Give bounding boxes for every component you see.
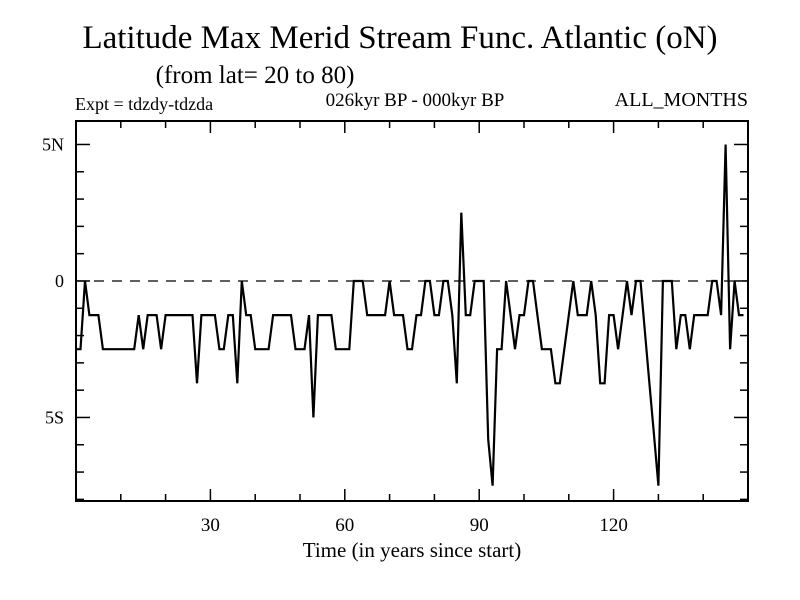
x-axis-label: Time (in years since start) (302, 538, 522, 562)
x-tick-label: 30 (201, 515, 220, 536)
y-tick-label: 0 (55, 271, 64, 291)
chart-subtitle: (from lat= 20 to 80) (155, 62, 355, 89)
y-tick-label: 5N (42, 134, 64, 154)
experiment-label: Expt = tdzdy-tdzda (75, 94, 214, 114)
y-tick-label: 5S (45, 407, 64, 427)
x-tick-label: 60 (335, 515, 354, 536)
months-label: ALL_MONTHS (614, 89, 748, 111)
x-tick-label: 90 (470, 515, 489, 536)
plot-frame (75, 120, 749, 502)
period-label: 026kyr BP - 000kyr BP (325, 90, 505, 111)
x-tick-label: 120 (599, 515, 628, 536)
chart-title: Latitude Max Merid Stream Func. Atlantic… (82, 20, 718, 56)
data-line (76, 144, 744, 486)
